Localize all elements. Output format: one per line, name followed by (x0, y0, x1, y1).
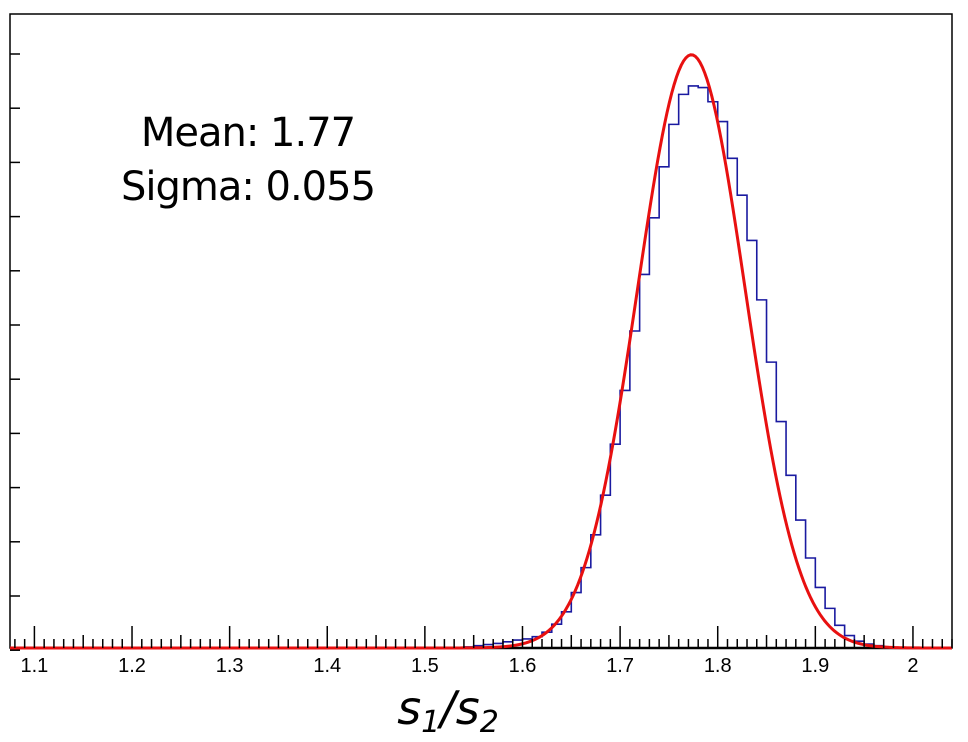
x-tick-label: 2 (907, 655, 918, 677)
x-tick-labels: 1.1 1.2 1.3 1.4 1.5 1.6 1.7 1.8 1.9 2 (20, 655, 918, 677)
sigma-annotation: Sigma: 0.055 (121, 164, 375, 210)
x-tick-label: 1.4 (313, 655, 341, 677)
x-tick-label: 1.3 (216, 655, 244, 677)
gaussian-fit-series (10, 53, 953, 650)
x-axis-label: s1/s2 (397, 681, 499, 740)
x-axis-label-s1: s (397, 681, 421, 735)
x-axis-label-sub2: 2 (480, 705, 499, 740)
gaussian-fit-curve (10, 53, 953, 650)
mean-annotation: Mean: 1.77 (141, 110, 355, 156)
x-tick-label: 1.2 (118, 655, 146, 677)
x-tick-label: 1.5 (411, 655, 439, 677)
x-tick-label: 1.9 (801, 655, 829, 677)
x-axis-label-sub1: 1 (421, 705, 440, 740)
axis-ticks (10, 53, 953, 651)
x-axis-label-s2: s (456, 681, 480, 735)
histogram-series (10, 85, 952, 649)
x-tick-label: 1.1 (20, 655, 48, 677)
x-tick-label: 1.6 (509, 655, 537, 677)
x-tick-label: 1.7 (606, 655, 634, 677)
histogram-steps (10, 85, 952, 649)
x-tick-label: 1.8 (704, 655, 732, 677)
